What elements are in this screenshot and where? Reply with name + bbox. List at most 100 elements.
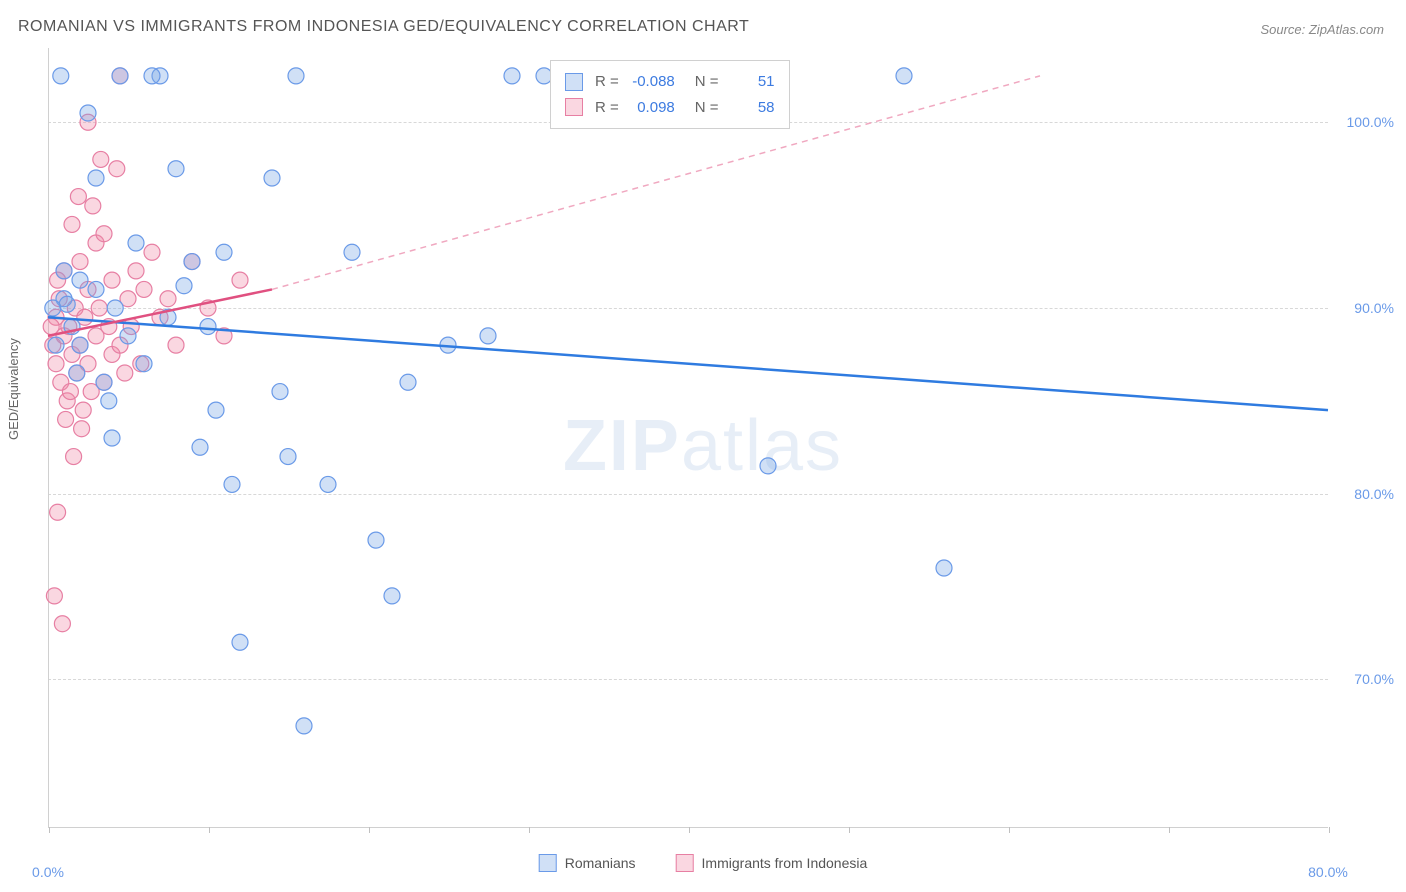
source-attribution: Source: ZipAtlas.com bbox=[1260, 22, 1384, 37]
scatter-point-romanians bbox=[480, 328, 496, 344]
scatter-point-romanians bbox=[224, 476, 240, 492]
scatter-point-romanians bbox=[107, 300, 123, 316]
bottom-legend-item-indonesia: Immigrants from Indonesia bbox=[676, 854, 868, 872]
scatter-point-romanians bbox=[208, 402, 224, 418]
bottom-legend-label-romanians: Romanians bbox=[565, 855, 636, 871]
scatter-point-romanians bbox=[101, 393, 117, 409]
scatter-point-indonesia bbox=[66, 449, 82, 465]
scatter-point-indonesia bbox=[232, 272, 248, 288]
scatter-point-indonesia bbox=[136, 281, 152, 297]
scatter-point-romanians bbox=[232, 634, 248, 650]
scatter-point-romanians bbox=[176, 278, 192, 294]
scatter-point-indonesia bbox=[50, 504, 66, 520]
scatter-point-romanians bbox=[56, 263, 72, 279]
y-tick-label: 80.0% bbox=[1354, 486, 1394, 502]
scatter-point-indonesia bbox=[58, 411, 74, 427]
scatter-point-indonesia bbox=[70, 189, 86, 205]
regression-line-romanians bbox=[48, 317, 1328, 410]
scatter-point-indonesia bbox=[62, 384, 78, 400]
x-tick-label: 0.0% bbox=[32, 864, 64, 880]
scatter-point-indonesia bbox=[64, 216, 80, 232]
legend-stats-row-romanians: R = -0.088 N = 51 bbox=[565, 69, 775, 95]
legend-n-label: N = bbox=[695, 95, 719, 121]
scatter-point-indonesia bbox=[109, 161, 125, 177]
scatter-point-indonesia bbox=[168, 337, 184, 353]
scatter-point-indonesia bbox=[160, 291, 176, 307]
scatter-point-indonesia bbox=[104, 272, 120, 288]
scatter-point-indonesia bbox=[43, 319, 59, 335]
scatter-point-romanians bbox=[88, 170, 104, 186]
scatter-point-romanians bbox=[192, 439, 208, 455]
y-tick-label: 70.0% bbox=[1354, 671, 1394, 687]
scatter-point-romanians bbox=[320, 476, 336, 492]
scatter-point-romanians bbox=[288, 68, 304, 84]
legend-n-value-indonesia: 58 bbox=[727, 95, 775, 121]
bottom-legend-swatch-indonesia bbox=[676, 854, 694, 872]
scatter-point-indonesia bbox=[48, 356, 64, 372]
scatter-point-indonesia bbox=[144, 244, 160, 260]
scatter-point-indonesia bbox=[96, 226, 112, 242]
y-tick-label: 90.0% bbox=[1354, 300, 1394, 316]
scatter-point-romanians bbox=[272, 384, 288, 400]
chart-title: ROMANIAN VS IMMIGRANTS FROM INDONESIA GE… bbox=[18, 18, 749, 36]
scatter-point-romanians bbox=[184, 254, 200, 270]
scatter-point-romanians bbox=[72, 272, 88, 288]
scatter-point-romanians bbox=[45, 300, 61, 316]
legend-stats-row-indonesia: R =0.098N =58 bbox=[565, 95, 775, 121]
legend-n-label: N = bbox=[695, 69, 719, 95]
scatter-point-romanians bbox=[96, 374, 112, 390]
legend-r-value-romanians: -0.088 bbox=[627, 69, 675, 95]
scatter-point-romanians bbox=[504, 68, 520, 84]
scatter-point-romanians bbox=[280, 449, 296, 465]
scatter-point-romanians bbox=[69, 365, 85, 381]
bottom-legend-swatch-romanians bbox=[539, 854, 557, 872]
scatter-point-romanians bbox=[936, 560, 952, 576]
legend-swatch-indonesia bbox=[565, 98, 583, 116]
legend-r-label: R = bbox=[595, 95, 619, 121]
legend-n-value-romanians: 51 bbox=[727, 69, 775, 95]
chart-container: ROMANIAN VS IMMIGRANTS FROM INDONESIA GE… bbox=[0, 0, 1406, 892]
scatter-point-romanians bbox=[264, 170, 280, 186]
x-tick-label: 80.0% bbox=[1308, 864, 1348, 880]
scatter-point-romanians bbox=[53, 68, 69, 84]
scatter-point-romanians bbox=[296, 718, 312, 734]
scatter-point-romanians bbox=[136, 356, 152, 372]
scatter-point-romanians bbox=[112, 68, 128, 84]
scatter-point-indonesia bbox=[75, 402, 91, 418]
x-tick-mark bbox=[1329, 827, 1330, 833]
scatter-point-indonesia bbox=[117, 365, 133, 381]
scatter-point-romanians bbox=[168, 161, 184, 177]
scatter-point-romanians bbox=[120, 328, 136, 344]
scatter-point-romanians bbox=[104, 430, 120, 446]
scatter-point-romanians bbox=[760, 458, 776, 474]
scatter-point-indonesia bbox=[128, 263, 144, 279]
scatter-point-romanians bbox=[72, 337, 88, 353]
scatter-point-romanians bbox=[368, 532, 384, 548]
bottom-legend: Romanians Immigrants from Indonesia bbox=[539, 854, 868, 872]
scatter-point-romanians bbox=[128, 235, 144, 251]
legend-r-label: R = bbox=[595, 69, 619, 95]
scatter-point-romanians bbox=[88, 281, 104, 297]
scatter-point-romanians bbox=[200, 319, 216, 335]
scatter-point-romanians bbox=[344, 244, 360, 260]
scatter-point-indonesia bbox=[54, 616, 70, 632]
scatter-point-indonesia bbox=[91, 300, 107, 316]
scatter-point-romanians bbox=[400, 374, 416, 390]
scatter-point-romanians bbox=[144, 68, 160, 84]
legend-stats-box: R =-0.088N =51R =0.098N =58 bbox=[550, 60, 790, 129]
scatter-point-romanians bbox=[80, 105, 96, 121]
scatter-layer bbox=[43, 0, 952, 734]
bottom-legend-item-romanians: Romanians bbox=[539, 854, 636, 872]
scatter-point-romanians bbox=[216, 244, 232, 260]
y-tick-label: 100.0% bbox=[1347, 114, 1394, 130]
scatter-point-indonesia bbox=[74, 421, 90, 437]
scatter-point-indonesia bbox=[93, 151, 109, 167]
scatter-point-romanians bbox=[59, 296, 75, 312]
scatter-point-indonesia bbox=[72, 254, 88, 270]
bottom-legend-label-indonesia: Immigrants from Indonesia bbox=[702, 855, 868, 871]
scatter-point-romanians bbox=[48, 337, 64, 353]
legend-swatch-romanians bbox=[565, 73, 583, 91]
scatter-point-romanians bbox=[384, 588, 400, 604]
scatter-point-indonesia bbox=[46, 588, 62, 604]
scatter-point-romanians bbox=[896, 68, 912, 84]
